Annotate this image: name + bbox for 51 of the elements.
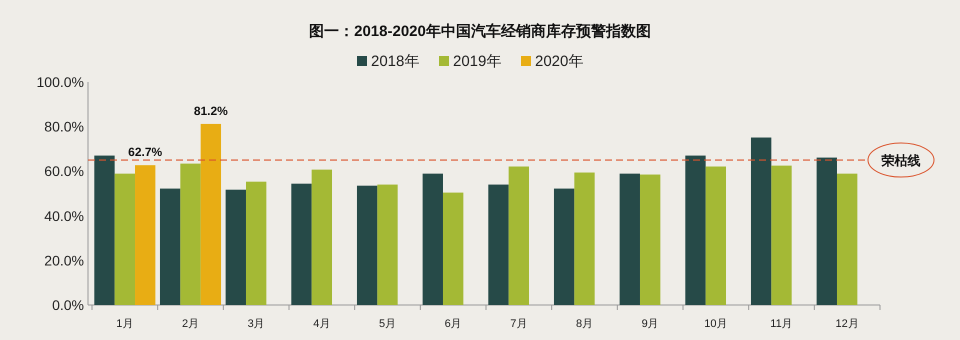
x-tick-label: 5月: [378, 318, 396, 330]
x-tick-label: 11月: [770, 318, 793, 330]
y-tick-label: 60.0%: [44, 163, 84, 180]
data-label: 81.2%: [194, 104, 228, 118]
x-tick-label: 12月: [836, 318, 859, 330]
legend-label: 2020年: [535, 53, 584, 70]
legend-label: 2018年: [371, 53, 420, 70]
bar: [160, 188, 180, 305]
x-tick-label: 6月: [444, 318, 462, 330]
bar: [488, 184, 509, 305]
x-tick-label: 7月: [510, 318, 528, 330]
bar: [836, 174, 858, 305]
bar: [246, 182, 266, 305]
y-tick-label: 100.0%: [36, 74, 84, 90]
bar: [226, 190, 246, 305]
bar: [377, 184, 398, 305]
y-tick-label: 40.0%: [44, 208, 84, 224]
y-tick-label: 0.0%: [52, 297, 84, 313]
y-tick-label: 20.0%: [44, 252, 84, 268]
bar: [750, 138, 772, 305]
x-tick-label: 9月: [642, 318, 659, 330]
y-tick-label: 80.0%: [44, 118, 84, 135]
bar: [312, 170, 332, 305]
x-tick-label: 8月: [576, 318, 594, 330]
bar: [574, 172, 595, 305]
bar: [620, 174, 640, 305]
bar: [771, 166, 792, 305]
bar: [685, 156, 706, 305]
bar: [135, 165, 156, 305]
bar: [442, 192, 464, 305]
data-label: 62.7%: [128, 145, 163, 160]
bar: [291, 184, 312, 305]
x-tick-label: 2月: [182, 318, 200, 330]
bar: [706, 166, 726, 305]
x-tick-label: 1月: [116, 318, 134, 330]
bar: [94, 156, 115, 305]
bar: [640, 174, 660, 305]
chart-title: 图一：2018-2020年中国汽车经销商库存预警指数图: [309, 22, 651, 40]
bar: [356, 186, 378, 305]
ref-line-label: 荣枯线: [880, 153, 920, 168]
bar: [816, 158, 837, 305]
x-tick-label: 4月: [313, 318, 330, 330]
bar: [422, 174, 443, 305]
bar: [554, 188, 574, 305]
x-tick-label: 10月: [704, 318, 728, 330]
bar: [180, 164, 201, 305]
x-tick-label: 3月: [248, 318, 265, 330]
bar: [114, 174, 136, 305]
bar: [508, 166, 530, 305]
bar: [200, 124, 222, 305]
legend-label: 2019年: [453, 53, 502, 70]
